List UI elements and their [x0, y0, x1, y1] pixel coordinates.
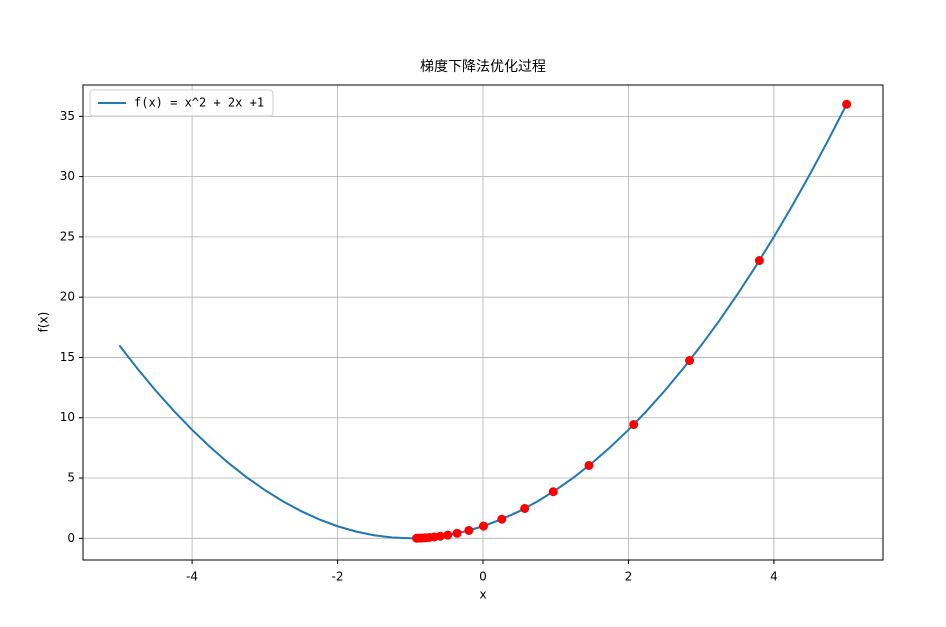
descent-point: [497, 514, 507, 524]
descent-point: [548, 487, 558, 497]
x-tick-label: 0: [479, 570, 487, 584]
legend-box: [89, 89, 274, 117]
x-axis-label: x: [479, 588, 486, 602]
y-tick-label: 0: [67, 531, 75, 545]
x-tick-label: -4: [186, 570, 198, 584]
descent-point: [443, 530, 453, 540]
plot-frame: [82, 84, 884, 561]
descent-point: [754, 256, 764, 266]
y-tick-label: 10: [60, 410, 75, 424]
y-tick-label: 30: [60, 169, 75, 183]
legend-label: f(x) = x^2 + 2x +1: [134, 96, 264, 110]
y-tick-label: 35: [60, 109, 75, 123]
descent-point: [520, 503, 530, 513]
chart-title: 梯度下降法优化过程: [420, 59, 546, 75]
y-tick-label: 25: [60, 229, 75, 243]
y-tick-label: 5: [67, 471, 75, 485]
y-tick-label: 15: [60, 350, 75, 364]
descent-point: [412, 533, 422, 543]
descent-point: [685, 356, 695, 366]
descent-point: [452, 528, 462, 538]
y-axis-label: f(x): [37, 312, 51, 333]
descent-point: [629, 420, 639, 430]
descent-point: [478, 521, 488, 531]
y-tick-label: 20: [60, 290, 75, 304]
x-tick-label: 2: [625, 570, 633, 584]
descent-point: [464, 525, 474, 535]
descent-point: [842, 99, 852, 109]
descent-point: [584, 460, 594, 470]
x-tick-label: -2: [332, 570, 344, 584]
x-tick-label: 4: [770, 570, 778, 584]
